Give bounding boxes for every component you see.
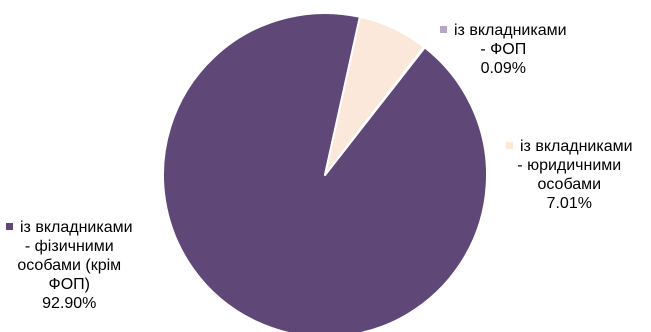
slice-label-legal: із вкладниками - юридичними особами 7.01… bbox=[506, 137, 633, 213]
slice-label-fop-line-1: із вкладниками bbox=[454, 22, 567, 39]
legend-marker-legal bbox=[506, 142, 513, 149]
slice-label-legal-line-3: особами bbox=[537, 176, 602, 193]
slice-label-phys: із вкладниками - фізичними особами (крім… bbox=[6, 218, 133, 313]
pie-slice-fop bbox=[324, 45, 426, 176]
legend-marker-phys bbox=[6, 223, 13, 230]
slice-label-legal-line-1: із вкладниками bbox=[520, 138, 633, 155]
pie-slices bbox=[162, 12, 489, 332]
legend-marker-fop bbox=[440, 26, 447, 33]
slice-label-fop: із вкладниками - ФОП 0.09% bbox=[440, 21, 567, 78]
slice-label-phys-line-4: ФОП) bbox=[48, 276, 90, 293]
slice-value-legal: 7.01% bbox=[546, 195, 592, 212]
slice-label-phys-line-3: особами (крім bbox=[17, 257, 122, 274]
slice-value-fop: 0.09% bbox=[480, 60, 526, 77]
slice-label-phys-line-2: - фізичними bbox=[24, 238, 114, 255]
slice-label-fop-line-2: - ФОП bbox=[480, 41, 527, 58]
slice-value-phys: 92.90% bbox=[42, 295, 97, 312]
slice-label-phys-line-1: із вкладниками bbox=[20, 219, 133, 236]
slice-label-legal-line-2: - юридичними bbox=[517, 157, 622, 174]
